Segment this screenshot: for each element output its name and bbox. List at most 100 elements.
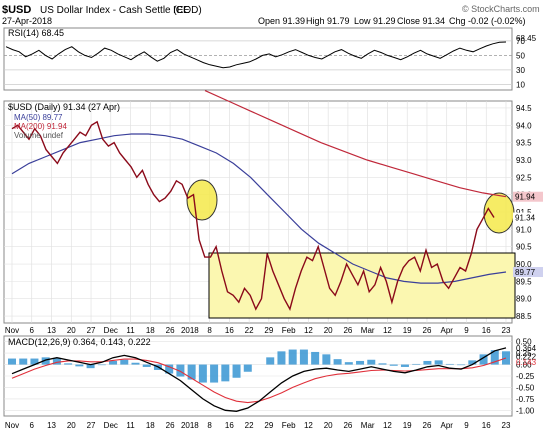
highlight-circle-2 bbox=[483, 192, 515, 234]
macd-tick-label: 0.00 bbox=[516, 361, 532, 370]
x-tick-label: Apr bbox=[440, 326, 453, 335]
price-tick-label: 89.5 bbox=[516, 277, 532, 286]
macd-histogram-bar bbox=[198, 364, 207, 383]
rsi-label: RSI(14) 68.45 bbox=[8, 28, 64, 38]
x-tick-label-bottom: 11 bbox=[126, 421, 135, 430]
price-tick-label: 91.5 bbox=[516, 208, 532, 217]
macd-histogram-bar bbox=[221, 364, 230, 382]
x-tick-label: 26 bbox=[343, 326, 352, 335]
macd-histogram-bar bbox=[165, 364, 174, 374]
price-tick-label: 89.0 bbox=[516, 295, 532, 304]
macd-histogram-bar bbox=[311, 351, 320, 365]
macd-histogram-bar bbox=[299, 349, 308, 365]
close-value: Close 91.34 bbox=[397, 16, 445, 26]
price-tick-label: 90.0 bbox=[516, 260, 532, 269]
x-tick-label-bottom: 18 bbox=[146, 421, 155, 430]
change-value: Chg -0.02 (-0.02%) bbox=[449, 16, 526, 26]
macd-histogram-bar bbox=[176, 364, 185, 377]
price-tick-label: 88.5 bbox=[516, 312, 532, 321]
ma50-line bbox=[11, 133, 507, 284]
open-value: Open 91.39 bbox=[258, 16, 305, 26]
x-tick-label: 23 bbox=[502, 326, 511, 335]
price-tick-label: 94.5 bbox=[516, 104, 532, 113]
x-tick-label: 2018 bbox=[181, 326, 199, 335]
x-tick-label-bottom: Apr bbox=[440, 421, 453, 430]
x-tick-label: 18 bbox=[146, 326, 155, 335]
x-tick-label: 20 bbox=[324, 326, 333, 335]
x-tick-label: 16 bbox=[482, 326, 491, 335]
x-tick-label: 29 bbox=[264, 326, 273, 335]
x-tick-label-bottom: 27 bbox=[87, 421, 96, 430]
x-tick-label-bottom: 20 bbox=[324, 421, 333, 430]
x-tick-label-bottom: 26 bbox=[423, 421, 432, 430]
x-tick-label-bottom: Mar bbox=[361, 421, 375, 430]
macd-histogram-bar bbox=[367, 359, 376, 365]
macd-histogram-bar bbox=[30, 358, 39, 365]
macd-tick-label: -1.00 bbox=[516, 406, 535, 415]
macd-histogram-bar bbox=[64, 363, 73, 365]
x-tick-label-bottom: 26 bbox=[166, 421, 175, 430]
macd-label: MACD(12,26,9) 0.364, 0.143, 0.222 bbox=[8, 337, 151, 347]
macd-histogram-bar bbox=[131, 362, 140, 365]
consolidation-box bbox=[208, 252, 516, 319]
x-tick-label: 8 bbox=[207, 326, 212, 335]
legend-usd: $USD (Daily) 91.34 (27 Apr) bbox=[8, 102, 120, 112]
rsi-tick-label: 10 bbox=[516, 80, 525, 89]
macd-histogram-bar bbox=[490, 350, 499, 365]
macd-tick-label: -0.25 bbox=[516, 372, 535, 381]
macd-histogram-bar bbox=[120, 359, 129, 365]
macd-tick-label: 0.50 bbox=[516, 338, 532, 347]
x-tick-label-bottom: 12 bbox=[304, 421, 313, 430]
macd-histogram-bar bbox=[378, 363, 387, 365]
ma200-last-label: 91.94 bbox=[515, 193, 536, 202]
rsi-last-label: 68.45 bbox=[516, 34, 537, 43]
macd-histogram-bar bbox=[400, 364, 409, 367]
x-tick-label: 22 bbox=[245, 326, 254, 335]
price-layer bbox=[11, 90, 507, 311]
macd-histogram-bar bbox=[8, 358, 16, 365]
x-tick-label: 13 bbox=[47, 326, 56, 335]
x-tick-label-bottom: 16 bbox=[225, 421, 234, 430]
x-tick-label: 27 bbox=[87, 326, 96, 335]
x-tick-label-bottom: 26 bbox=[343, 421, 352, 430]
x-tick-label: Mar bbox=[361, 326, 375, 335]
macd-histogram-bar bbox=[41, 357, 50, 365]
tick-labels: Nov Nov 6 6 13 13 20 20 27 27 Dec Dec 11 11 18 18 26 26 20… bbox=[5, 34, 543, 430]
ma50-last-label: 89.77 bbox=[515, 268, 536, 277]
macd-histogram-bar bbox=[389, 364, 398, 366]
x-tick-label: Feb bbox=[282, 326, 296, 335]
macd-histogram-bar bbox=[243, 364, 252, 372]
x-tick-label-bottom: 19 bbox=[403, 421, 412, 430]
macd-line bbox=[11, 347, 507, 412]
x-tick-label: Dec bbox=[104, 326, 118, 335]
legend-ma50: MA(50) 89.77 bbox=[14, 113, 63, 122]
x-tick-label-bottom: Dec bbox=[104, 421, 118, 430]
x-tick-label: 19 bbox=[403, 326, 412, 335]
high-value: High 91.79 bbox=[306, 16, 350, 26]
chart-date: 27-Apr-2018 bbox=[2, 16, 52, 26]
price-tick-label: 94.0 bbox=[516, 121, 532, 130]
macd-tick-label: -0.50 bbox=[516, 383, 535, 392]
x-tick-label-bottom: 2018 bbox=[181, 421, 199, 430]
macd-last-label: 0.143 bbox=[516, 358, 537, 367]
legend-volume: Volume undef bbox=[14, 131, 64, 140]
exchange: ICE bbox=[173, 5, 190, 16]
macd-histogram-bar bbox=[333, 359, 342, 365]
symbol: $USD bbox=[2, 4, 31, 16]
close-last-label-bg bbox=[513, 212, 543, 223]
x-tick-label-bottom: 16 bbox=[482, 421, 491, 430]
rsi-tick-label: 70 bbox=[516, 37, 525, 46]
x-tick-label: 9 bbox=[464, 326, 469, 335]
macd-histogram-bar bbox=[479, 354, 488, 365]
x-tick-label-bottom: 9 bbox=[464, 421, 469, 430]
usd-price-line bbox=[11, 120, 495, 311]
macd-last-label: 0.364 bbox=[516, 344, 537, 353]
x-tick-label-bottom: Feb bbox=[282, 421, 296, 430]
highlight-circle-1 bbox=[186, 179, 218, 221]
index-name: US Dollar Index - Cash Settle (EOD) bbox=[40, 5, 202, 16]
price-tick-label: 93.5 bbox=[516, 139, 532, 148]
price-tick-label: 91.0 bbox=[516, 225, 532, 234]
macd-histogram-bar bbox=[412, 363, 421, 365]
